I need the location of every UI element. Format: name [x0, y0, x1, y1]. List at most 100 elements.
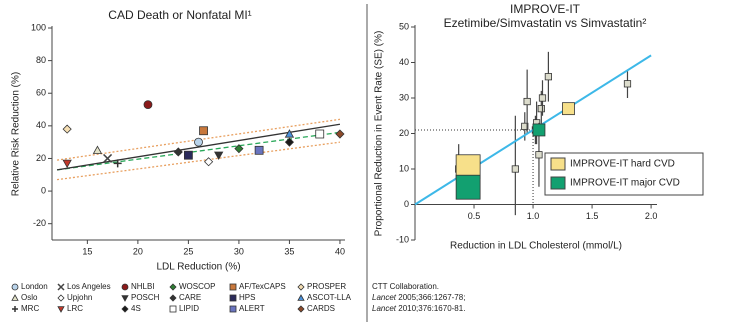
marker — [204, 157, 214, 167]
legend-marker — [229, 283, 237, 291]
y-axis-title: Proportional Reduction in Event Rate (SE… — [374, 31, 385, 237]
legend-marker — [11, 283, 19, 291]
y-axis-title: Relative Risk Reduction (%) — [11, 72, 22, 197]
marker — [538, 94, 547, 102]
y-tick-label: 40 — [36, 120, 46, 130]
marker — [194, 137, 203, 147]
legend-marker — [121, 295, 129, 302]
legend-marker — [229, 305, 237, 313]
legend-marker — [169, 283, 177, 291]
x-tick-label: 20 — [133, 246, 143, 256]
marker — [562, 102, 575, 116]
marker — [335, 129, 345, 139]
legend-label: LIPID — [179, 304, 199, 313]
legend-marker — [12, 306, 18, 312]
marker — [254, 145, 264, 155]
legend-marker — [297, 305, 305, 313]
marker — [92, 145, 103, 154]
legend-marker — [121, 283, 129, 291]
y-tick-label: 20 — [399, 128, 409, 138]
chart-subtitle: Ezetimibe/Simvastatin vs Simvastatin² — [444, 16, 647, 30]
fit-line — [56, 123, 341, 171]
footnote: CTT Collaboration. — [372, 282, 439, 291]
legend-swatch — [550, 157, 566, 171]
marker — [523, 97, 531, 106]
legend-marker — [297, 294, 305, 301]
marker — [535, 151, 543, 159]
legend-label: AF/TexCAPS — [239, 282, 286, 291]
legend-label: Los Angeles — [67, 282, 111, 291]
x-tick-label: 1.5 — [586, 211, 599, 221]
legend-label: London — [21, 282, 48, 291]
marker — [199, 126, 208, 136]
legend-marker — [169, 305, 177, 313]
marker — [315, 129, 325, 139]
y-tick-label: 0 — [41, 185, 46, 195]
legend-label: 4S — [131, 304, 141, 313]
legend-label: PROSPER — [307, 282, 346, 291]
legend-label: POSCH — [131, 293, 160, 302]
reference: Lancet 2005;366:1267-78; — [372, 293, 465, 302]
y-tick-label: -10 — [396, 234, 409, 244]
legend-marker — [121, 305, 129, 313]
legend-label: Oslo — [21, 293, 38, 302]
x-tick-label: 2.0 — [645, 211, 658, 221]
marker — [623, 80, 632, 88]
y-tick-label: 0 — [404, 199, 409, 209]
y-tick-label: 20 — [36, 153, 46, 163]
marker — [214, 151, 224, 161]
legend-marker — [11, 294, 19, 301]
marker — [455, 174, 481, 200]
legend-label: CARE — [179, 293, 201, 302]
x-tick-label: 40 — [335, 246, 345, 256]
marker — [532, 123, 546, 137]
marker — [113, 159, 122, 168]
chart-title: CAD Death or Nonfatal MI¹ — [108, 8, 251, 22]
marker — [183, 150, 193, 160]
legend-swatch — [550, 176, 566, 190]
journal: Lancet — [372, 304, 397, 313]
x-axis-title: LDL Reduction (%) — [156, 262, 240, 273]
legend-marker — [57, 283, 65, 291]
legend-box — [544, 152, 704, 196]
x-tick-label: 0.5 — [468, 211, 481, 221]
legend-label: WOSCOP — [179, 282, 215, 291]
legend-marker — [169, 294, 177, 302]
y-tick-label: 30 — [399, 92, 409, 102]
marker — [521, 122, 529, 130]
y-tick-label: 80 — [36, 55, 46, 65]
legend-marker — [297, 283, 305, 291]
legend-marker — [57, 294, 65, 302]
x-tick-label: 35 — [284, 246, 294, 256]
y-tick-label: 60 — [36, 88, 46, 98]
marker — [62, 159, 72, 169]
x-tick-label: 30 — [234, 246, 244, 256]
marker — [284, 129, 295, 138]
legend-label: CARDS — [307, 304, 335, 313]
x-axis-title: Reduction in LDL Cholesterol (mmol/L) — [450, 241, 622, 252]
marker — [103, 153, 113, 163]
citation: 2010;376:1670-81. — [396, 304, 465, 313]
legend-marker — [229, 294, 237, 302]
reference: Lancet 2010;376:1670-81. — [372, 304, 465, 313]
marker — [537, 105, 545, 113]
marker — [234, 144, 244, 154]
y-tick-label: 100 — [31, 22, 46, 32]
legend-label: HPS — [239, 293, 255, 302]
x-tick-label: 25 — [183, 246, 193, 256]
marker — [62, 124, 72, 134]
legend-label: IMPROVE-IT hard CVD — [570, 159, 675, 170]
legend-label: LRC — [67, 304, 83, 313]
y-tick-label: 50 — [399, 21, 409, 31]
marker — [173, 147, 183, 157]
y-tick-label: 10 — [399, 163, 409, 173]
legend-label: Upjohn — [67, 293, 92, 302]
legend-marker — [57, 306, 65, 313]
journal: Lancet — [372, 293, 397, 302]
x-tick-label: 15 — [82, 246, 92, 256]
marker — [544, 73, 552, 81]
legend-label: ALERT — [239, 304, 265, 313]
marker — [284, 137, 294, 147]
marker — [511, 165, 519, 173]
